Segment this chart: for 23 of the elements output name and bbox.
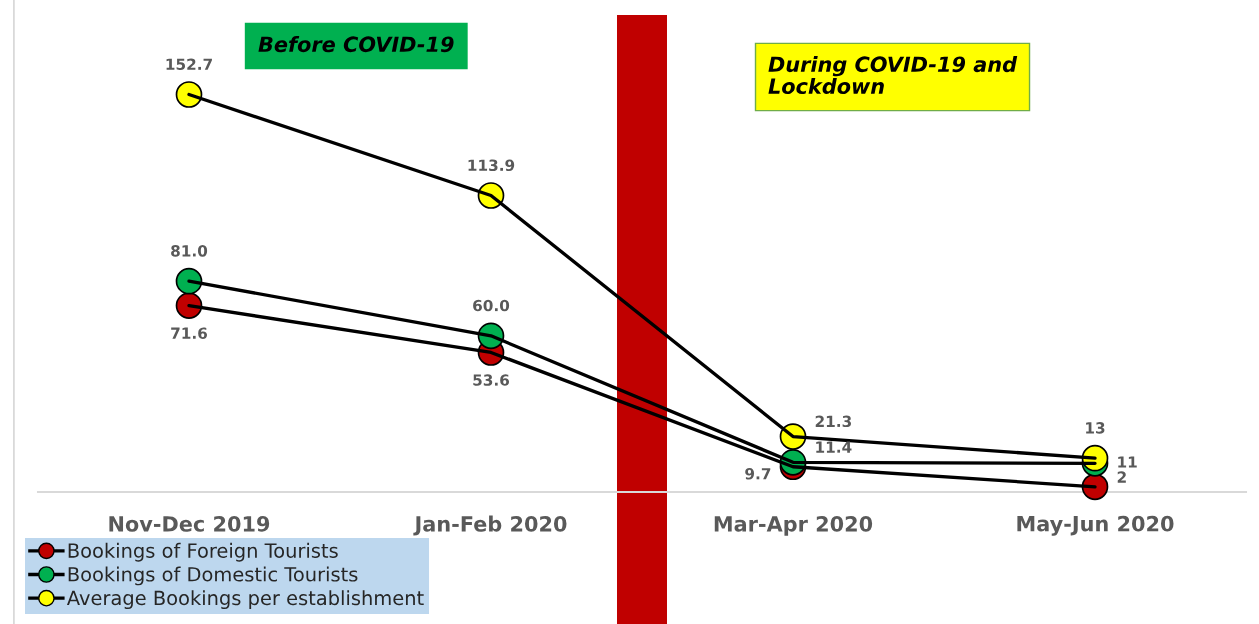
data-label: 13 <box>1086 422 1105 434</box>
text: Before COVID-19 <box>258 36 454 53</box>
data-label: 81.0 <box>171 245 208 257</box>
data-label: 21.3 <box>815 415 852 428</box>
data-label: 71.6 <box>171 327 208 339</box>
data-label: 11.4 <box>816 441 852 453</box>
point <box>175 81 203 108</box>
x-tick-label: May-Jun 2020 <box>1017 515 1174 536</box>
legend-label: Bookings of Foreign Tourists <box>68 542 338 562</box>
data-label: 2 <box>1117 471 1126 483</box>
text: During COVID-19 and Lockdown <box>768 56 1018 95</box>
x-tick-label: Nov-Dec 2019 <box>109 515 270 532</box>
data-label: 53.6 <box>473 374 510 386</box>
point <box>175 267 203 295</box>
legend-label: Bookings of Domestic Tourists <box>68 566 358 586</box>
x-tick-label: Jan-Feb 2020 <box>413 515 567 536</box>
data-label: 60.0 <box>473 299 510 312</box>
legend-label: Average Bookings per establishment <box>66 590 424 610</box>
data-label: 9.7 <box>745 467 771 480</box>
data-label: 113.9 <box>468 159 515 172</box>
data-label: 11 <box>1118 456 1137 468</box>
data-label: 152.7 <box>166 58 212 71</box>
x-tick-label: Mar-Apr 2020 <box>714 515 873 536</box>
